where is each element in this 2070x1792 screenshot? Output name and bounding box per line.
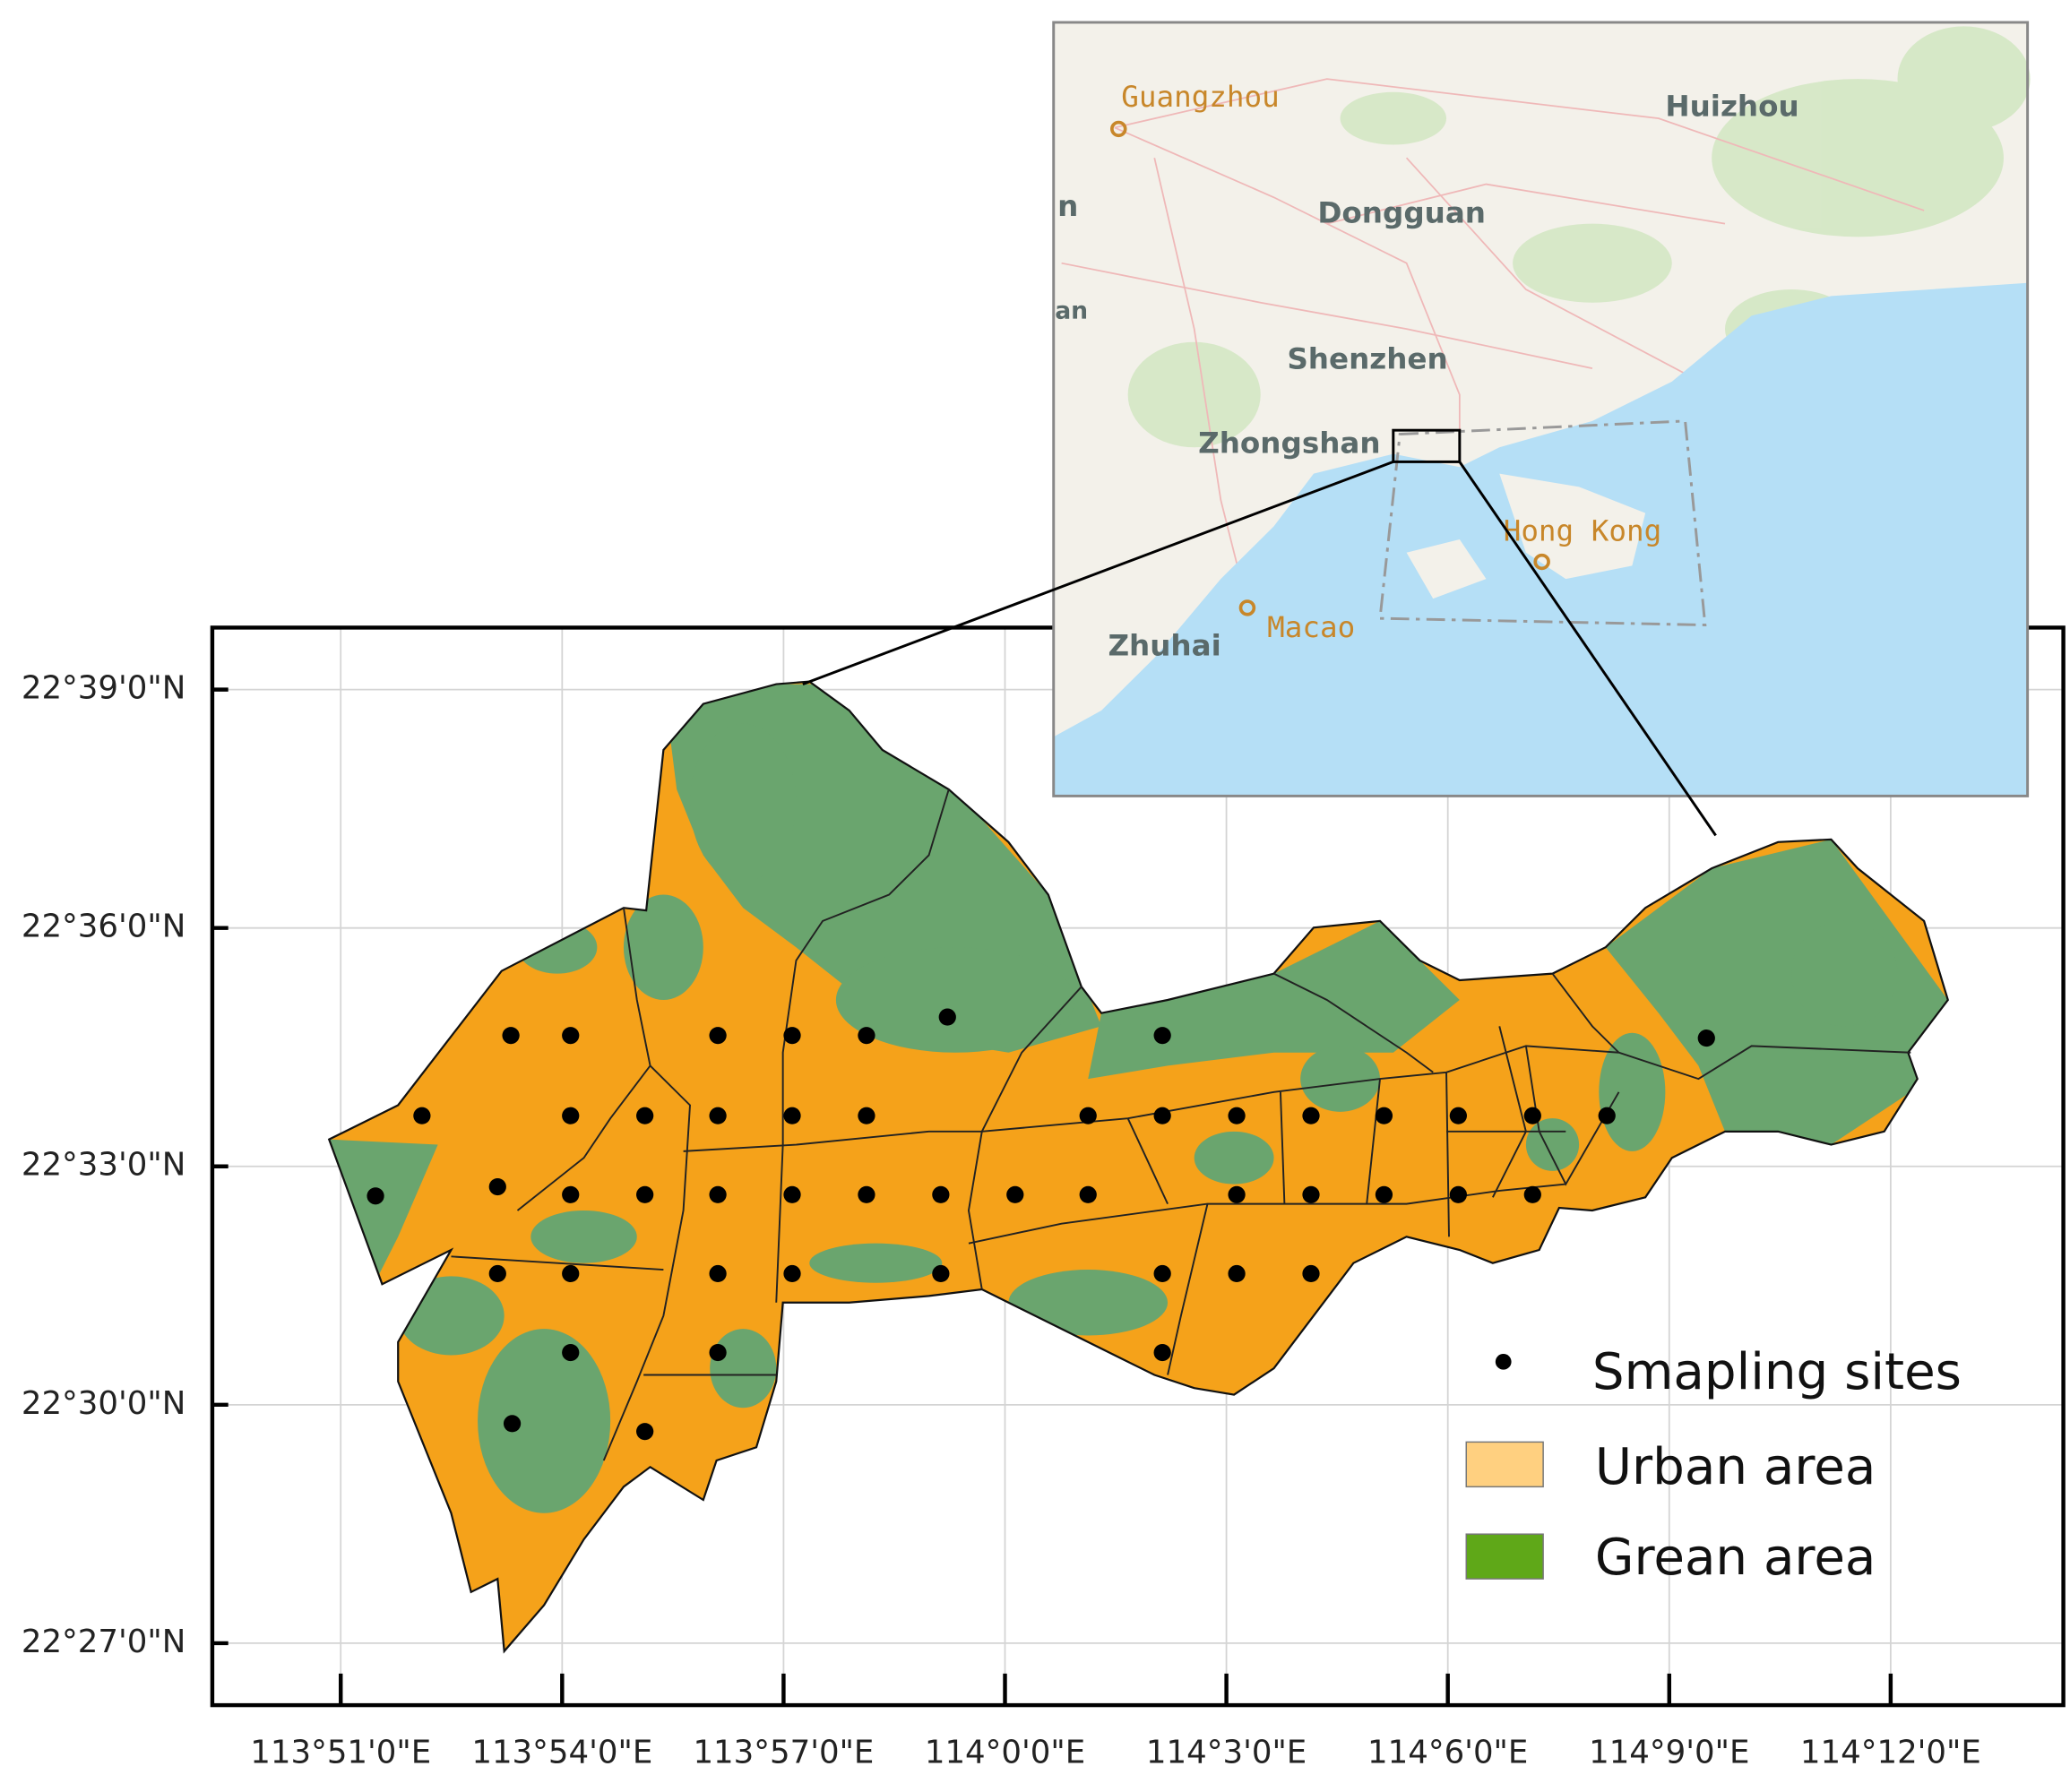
sampling-site (932, 1185, 950, 1203)
legend-label: Urban area (1595, 1438, 1876, 1496)
sampling-site (709, 1107, 727, 1124)
sampling-site (562, 1185, 580, 1203)
sampling-site (709, 1344, 727, 1362)
sampling-site (938, 1008, 956, 1026)
sampling-site (709, 1264, 727, 1282)
sampling-sites (367, 1008, 1715, 1441)
sampling-site (488, 1264, 506, 1282)
inset-vegetation (1127, 26, 2031, 448)
sampling-site (1449, 1107, 1467, 1124)
place-label: Shenzhen (1287, 341, 1447, 375)
place-label: Zhongshan (1198, 426, 1380, 460)
sampling-site (562, 1264, 580, 1282)
sampling-site (562, 1107, 580, 1124)
sampling-site (636, 1107, 654, 1124)
legend-symbol (1465, 1533, 1544, 1580)
x-tick-label: 113°57'0"E (693, 1735, 874, 1771)
y-tick-label: 22°33'0"N (22, 1147, 185, 1184)
inset-boundary (1378, 419, 1707, 627)
sampling-site (1302, 1107, 1320, 1124)
place-label: an (1055, 297, 1088, 325)
sampling-site (858, 1107, 875, 1124)
axis-ticks: 113°51'0"E 113°54'0"E 113°57'0"E 114°0'0"E 1… (22, 670, 1981, 1771)
x-tick-label: 114°12'0"E (1800, 1735, 1981, 1771)
place-label: Hong Kong (1504, 514, 1661, 548)
y-tick-label: 22°39'0"N (22, 670, 185, 707)
place-label: n (1057, 189, 1078, 223)
y-tick-label: 22°27'0"N (22, 1624, 185, 1660)
sampling-site (783, 1027, 801, 1045)
sampling-site (709, 1027, 727, 1045)
sampling-site (502, 1027, 520, 1045)
city-marker (1533, 553, 1550, 571)
sampling-site (503, 1415, 522, 1433)
sampling-site (1228, 1264, 1246, 1282)
sampling-site (636, 1185, 654, 1203)
sampling-site (1302, 1264, 1320, 1282)
city-marker (1238, 599, 1256, 616)
legend-symbol (1495, 1354, 1512, 1370)
x-tick-label: 114°9'0"E (1589, 1735, 1749, 1771)
sampling-site (1523, 1107, 1541, 1124)
sampling-site (1523, 1185, 1541, 1203)
sampling-site (783, 1185, 801, 1203)
x-tick-label: 114°3'0"E (1146, 1735, 1307, 1771)
inset-islands (1406, 473, 1646, 599)
legend-symbol (1465, 1441, 1544, 1488)
sampling-site (783, 1107, 801, 1124)
x-tick-label: 113°51'0"E (250, 1735, 431, 1771)
place-label: Guangzhou (1121, 80, 1279, 114)
sampling-site (1153, 1107, 1171, 1124)
sampling-site (1079, 1185, 1097, 1203)
sampling-site (1375, 1107, 1393, 1124)
connector-line (802, 461, 1394, 685)
city-marker (1110, 120, 1127, 138)
inset-frame (1052, 21, 2030, 797)
sampling-site (367, 1187, 384, 1205)
sampling-site (413, 1107, 431, 1124)
sampling-site (1153, 1344, 1171, 1362)
sampling-site (488, 1177, 506, 1196)
place-label: Macao (1267, 610, 1355, 644)
inset-roads (1061, 78, 1925, 606)
sampling-site (636, 1423, 654, 1441)
place-label: Huizhou (1665, 89, 1798, 123)
sampling-site (783, 1264, 801, 1282)
sampling-site (1153, 1264, 1171, 1282)
sampling-site (1449, 1185, 1467, 1203)
sampling-site (1153, 1027, 1171, 1045)
sampling-site (1697, 1030, 1715, 1047)
legend-label: Smapling sites (1592, 1343, 1962, 1401)
sampling-site (562, 1344, 580, 1362)
sampling-site (1228, 1185, 1246, 1203)
sampling-site (1006, 1185, 1024, 1203)
sampling-site (858, 1027, 875, 1045)
y-tick-label: 22°30'0"N (22, 1385, 185, 1422)
sampling-site (932, 1264, 950, 1282)
x-tick-label: 113°54'0"E (471, 1735, 652, 1771)
sampling-site (1228, 1107, 1246, 1124)
sampling-site (1375, 1185, 1393, 1203)
connector-line (1458, 461, 1717, 837)
sampling-site (1079, 1107, 1097, 1124)
green-area (329, 684, 1948, 1513)
y-tick-label: 22°36'0"N (22, 909, 185, 945)
x-tick-label: 114°6'0"E (1367, 1735, 1528, 1771)
sampling-site (709, 1185, 727, 1203)
inset-map: Guangzhou Huizhou n Dongguan an Shenzhen… (1052, 21, 2031, 797)
sampling-site (1598, 1107, 1616, 1124)
place-label: Zhuhai (1108, 629, 1220, 663)
place-label: Dongguan (1317, 195, 1486, 229)
sampling-site (562, 1027, 580, 1045)
legend: Smapling sites Urban area Grean area (1465, 1343, 1962, 1587)
x-tick-label: 114°0'0"E (925, 1735, 1085, 1771)
study-area-box (1392, 428, 1462, 463)
sampling-site (858, 1185, 875, 1203)
sampling-site (1302, 1185, 1320, 1203)
legend-label: Grean area (1595, 1529, 1876, 1587)
district-boundaries (451, 788, 1911, 1461)
